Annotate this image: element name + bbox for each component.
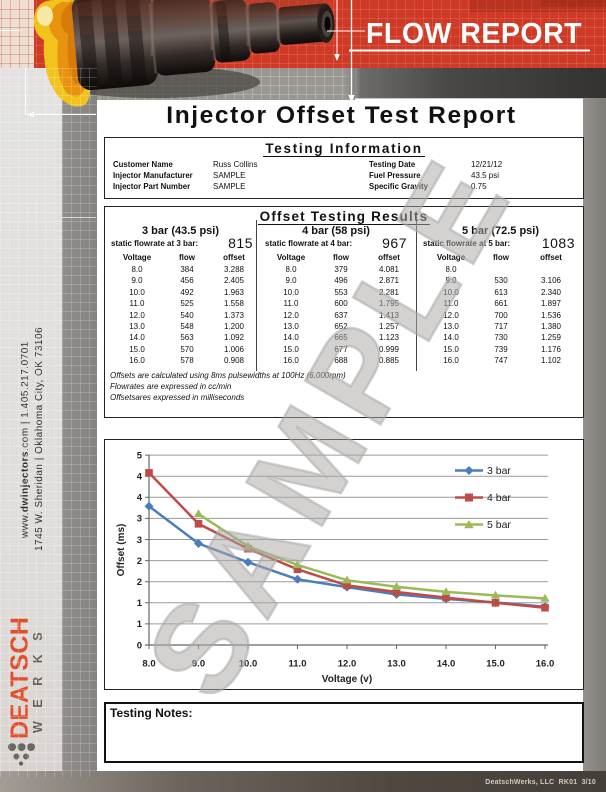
svg-text:10.0: 10.0 — [239, 659, 258, 670]
svg-text:3: 3 — [137, 514, 142, 525]
svg-text:4: 4 — [137, 472, 143, 483]
svg-text:5 bar: 5 bar — [487, 519, 511, 531]
svg-text:Offset (ms): Offset (ms) — [116, 524, 127, 577]
svg-text:16.0: 16.0 — [536, 659, 555, 670]
svg-text:FLOW REPORT: FLOW REPORT — [366, 18, 582, 50]
svg-text:2: 2 — [137, 577, 142, 588]
svg-text:4: 4 — [137, 493, 143, 504]
svg-text:9.0: 9.0 — [192, 659, 205, 670]
svg-text:1: 1 — [137, 598, 143, 609]
svg-text:3: 3 — [137, 535, 142, 546]
svg-text:1: 1 — [137, 619, 143, 630]
svg-text:13.0: 13.0 — [387, 659, 406, 670]
svg-text:8.0: 8.0 — [142, 659, 155, 670]
svg-text:11.0: 11.0 — [289, 659, 307, 670]
svg-text:0: 0 — [137, 640, 142, 651]
svg-text:12.0: 12.0 — [338, 659, 357, 670]
svg-text:3 bar: 3 bar — [487, 465, 511, 477]
svg-text:4 bar: 4 bar — [487, 492, 511, 504]
svg-text:15.0: 15.0 — [486, 659, 505, 670]
svg-text:Voltage (v): Voltage (v) — [322, 674, 372, 685]
svg-text:14.0: 14.0 — [437, 659, 456, 670]
svg-text:2: 2 — [137, 556, 142, 567]
svg-text:5: 5 — [137, 450, 143, 461]
svg-text:SAMPLE: SAMPLE — [118, 130, 540, 719]
